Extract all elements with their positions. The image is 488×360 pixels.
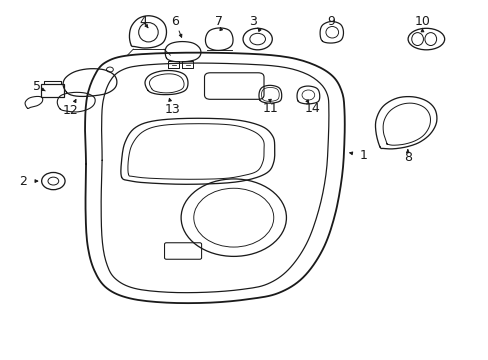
- Text: 10: 10: [414, 15, 429, 28]
- Text: 9: 9: [326, 15, 335, 28]
- Text: 14: 14: [304, 102, 320, 115]
- Text: 5: 5: [33, 80, 41, 93]
- Text: 11: 11: [263, 102, 278, 115]
- Text: 13: 13: [164, 103, 180, 116]
- Text: 2: 2: [19, 175, 26, 188]
- Text: 12: 12: [62, 104, 78, 117]
- Text: 3: 3: [249, 15, 257, 28]
- Text: 8: 8: [403, 151, 411, 164]
- Text: 1: 1: [359, 149, 367, 162]
- Text: 7: 7: [214, 15, 222, 28]
- Text: 4: 4: [139, 15, 147, 28]
- Text: 6: 6: [171, 15, 179, 28]
